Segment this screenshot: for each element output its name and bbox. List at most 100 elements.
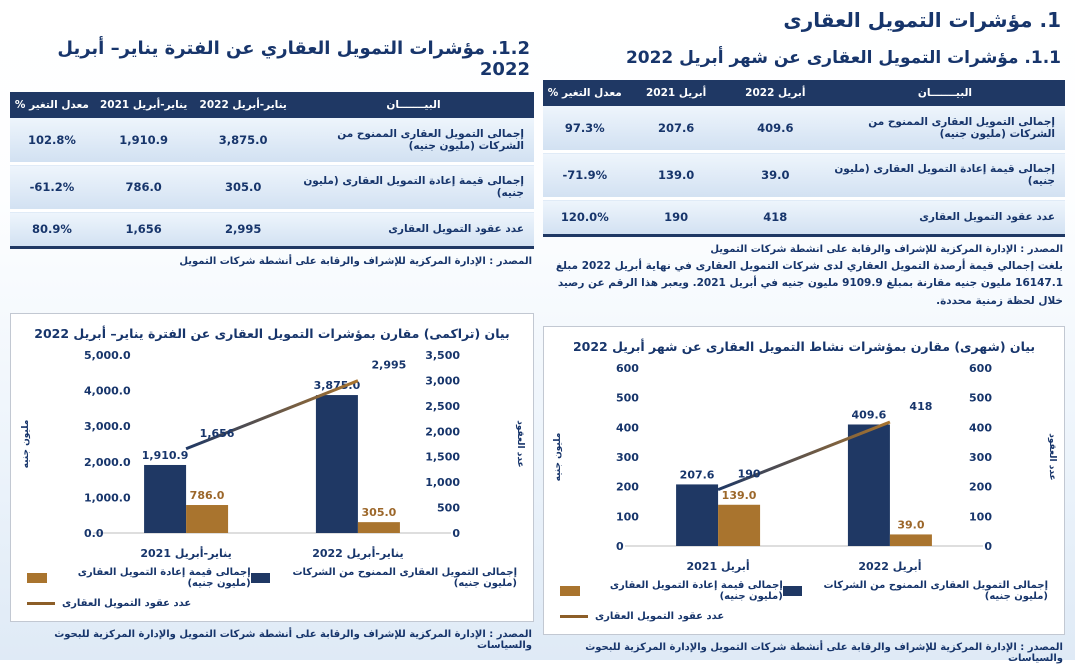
table-row: إجمالى قيمة إعادة التمويل العقارى (مليون… [543, 151, 1065, 200]
page-title: 1. مؤشرات التمويل العقارى [783, 8, 1061, 32]
category-label: يناير-أبريل 2022 [312, 546, 403, 560]
data-label: 2,995 [372, 359, 407, 372]
left-axis-tick: 4,000.0 [84, 385, 131, 398]
data-label: 207.6 [680, 468, 715, 481]
value-2021: 190 [626, 198, 726, 237]
change-rate: 120.0% [543, 198, 627, 237]
legend-item-refinance: إجمالى قيمة إعادة التمويل العقارى (مليون… [27, 567, 251, 589]
monthly-chart: 0 100 200 300 400 500 600 0 100 200 300 400 500 600 مل… [553, 362, 1057, 573]
section-monthly-title: 1.1. مؤشرات التمويل العقارى عن شهر أبريل… [625, 48, 1061, 68]
category-label: يناير-أبريل 2021 [140, 546, 231, 560]
value-2021: 786.0 [93, 163, 194, 212]
data-label: 1,910.9 [142, 449, 189, 462]
refinance-bar [889, 534, 932, 546]
monthly-chart-legend: إجمالى التمويل العقارى الممنوح من الشركا… [550, 578, 1058, 628]
granted-finance-bar [315, 395, 358, 533]
right-axis-title: عدد العقود [1047, 433, 1057, 480]
legend-label: إجمالى قيمة إعادة التمويل العقارى (مليون… [609, 579, 783, 602]
right-axis-title: عدد العقود [515, 420, 525, 467]
left-axis-tick: 400 [616, 421, 639, 434]
contracts-line-swatch-icon [27, 602, 55, 605]
refinance-bar [718, 504, 761, 546]
table-row: إجمالى التمويل العقارى الممنوح من الشركا… [10, 118, 534, 165]
refinance-bar [186, 505, 229, 533]
change-rate: 102.8% [10, 118, 94, 165]
contracts-trend-line [717, 420, 891, 491]
header-cell: البيـــــــان [824, 80, 1065, 106]
legend-label: إجمالى التمويل العقارى الممنوح من الشركا… [292, 567, 517, 589]
legend-label: إجمالى قيمة إعادة التمويل العقارى (مليون… [77, 567, 251, 589]
right-axis-tick: 400 [969, 421, 992, 434]
right-axis-tick: 1,500 [425, 451, 460, 464]
value-2022: 2,995 [193, 210, 293, 249]
contracts-line-swatch-icon [560, 614, 588, 618]
legend-label: عدد عقود التمويل العقارى [595, 610, 725, 622]
data-label: 190 [738, 468, 761, 481]
legend-item-granted: إجمالى التمويل العقارى الممنوح من الشركا… [250, 567, 517, 589]
right-axis-tick: 0 [984, 540, 992, 553]
change-rate: 80.9% [10, 210, 94, 249]
monthly-chart-source: المصدر : الإدارة المركزية للإشراف والرقا… [585, 641, 1063, 664]
category-label: أبريل 2022 [858, 559, 921, 573]
monthly-table-source: المصدر : الإدارة المركزية للإشراف والرقا… [710, 244, 1063, 255]
data-label: 418 [909, 400, 932, 413]
granted-finance-bar [847, 424, 890, 546]
cumulative-chart: 0.0 1,000.0 2,000.0 3,000.0 4,000.0 5,000.0 0 5… [21, 349, 525, 560]
left-axis-tick: 0 [616, 540, 624, 553]
data-label: 1,656 [200, 427, 235, 440]
left-axis-tick: 300 [616, 451, 639, 464]
header-cell: معدل التغير % [10, 92, 94, 118]
header-cell: معدل التغير % [543, 80, 627, 106]
granted-finance-swatch-icon [782, 585, 803, 596]
row-label: إجمالى قيمة إعادة التمويل العقارى (مليون… [292, 163, 534, 212]
legend-label: إجمالى التمويل العقارى الممنوح من الشركا… [823, 579, 1048, 602]
section-cumulative: 1.2. مؤشرات التمويل العقاري عن الفترة ين… [10, 38, 534, 651]
table-header-row: البيـــــــان أبريل 2022 أبريل 2021 معدل… [543, 80, 1065, 106]
cumulative-chart-title: بيان (تراكمى) مقارن بمؤشرات التمويل العق… [34, 326, 510, 341]
change-rate: 97.3% [543, 106, 627, 153]
table-row: إجمالى قيمة إعادة التمويل العقارى (مليون… [10, 163, 534, 212]
left-axis-title: مليون جنيه [21, 420, 31, 469]
left-axis-tick: 5,000.0 [84, 349, 131, 362]
refinance-swatch-icon [27, 573, 47, 583]
table-row: إجمالى التمويل العقارى الممنوح من الشركا… [543, 106, 1065, 153]
header-cell: يناير-أبريل 2022 [193, 92, 293, 118]
change-rate: -71.9% [543, 151, 627, 200]
legend-item-granted: إجمالى التمويل العقارى الممنوح من الشركا… [782, 579, 1048, 602]
refinance-swatch-icon [560, 585, 580, 596]
cumulative-table-source: المصدر : الإدارة المركزية للإشراف والرقا… [179, 256, 532, 267]
legend-label: عدد عقود التمويل العقارى [62, 598, 192, 609]
left-axis-tick: 500 [616, 392, 639, 405]
value-2022: 409.6 [725, 106, 825, 153]
monthly-table: البيـــــــان أبريل 2022 أبريل 2021 معدل… [543, 80, 1065, 237]
right-axis-tick: 600 [969, 362, 992, 375]
cumulative-chart-box: بيان (تراكمى) مقارن بمؤشرات التمويل العق… [10, 313, 534, 622]
legend-item-contracts: عدد عقود التمويل العقارى [560, 611, 724, 622]
left-axis-tick: 200 [616, 481, 639, 494]
header-cell: يناير-أبريل 2021 [93, 92, 194, 118]
data-label: 786.0 [190, 489, 225, 502]
cumulative-table: البيـــــــان يناير-أبريل 2022 يناير-أبر… [10, 92, 534, 249]
refinance-bar [357, 522, 400, 533]
right-axis-tick: 0 [452, 527, 460, 540]
right-axis-tick: 2,500 [425, 400, 460, 413]
right-axis-tick: 3,000 [425, 374, 460, 387]
right-axis-tick: 2,000 [425, 425, 460, 438]
section-monthly: 1. مؤشرات التمويل العقارى 1.1. مؤشرات ال… [543, 6, 1065, 664]
header-cell: أبريل 2022 [725, 80, 825, 106]
monthly-chart-title: بيان (شهرى) مقارن بمؤشرات نشاط التمويل ا… [572, 338, 1036, 354]
value-2022: 39.0 [725, 151, 825, 200]
header-cell: البيـــــــان [292, 92, 534, 118]
left-axis-tick: 1,000.0 [84, 491, 131, 504]
right-axis-tick: 500 [969, 392, 992, 405]
cumulative-chart-source: المصدر : الإدارة المركزية للإشراف والرقا… [54, 629, 532, 651]
legend-item-refinance: إجمالى قيمة إعادة التمويل العقارى (مليون… [560, 580, 783, 602]
data-label: 409.6 [852, 408, 887, 421]
granted-finance-swatch-icon [250, 573, 271, 583]
value-2022: 3,875.0 [193, 118, 293, 165]
value-2022: 418 [725, 198, 825, 237]
contracts-trend-line [185, 379, 359, 451]
row-label: عدد عقود التمويل العقارى [824, 198, 1065, 237]
right-axis-tick: 1,000 [425, 476, 460, 489]
